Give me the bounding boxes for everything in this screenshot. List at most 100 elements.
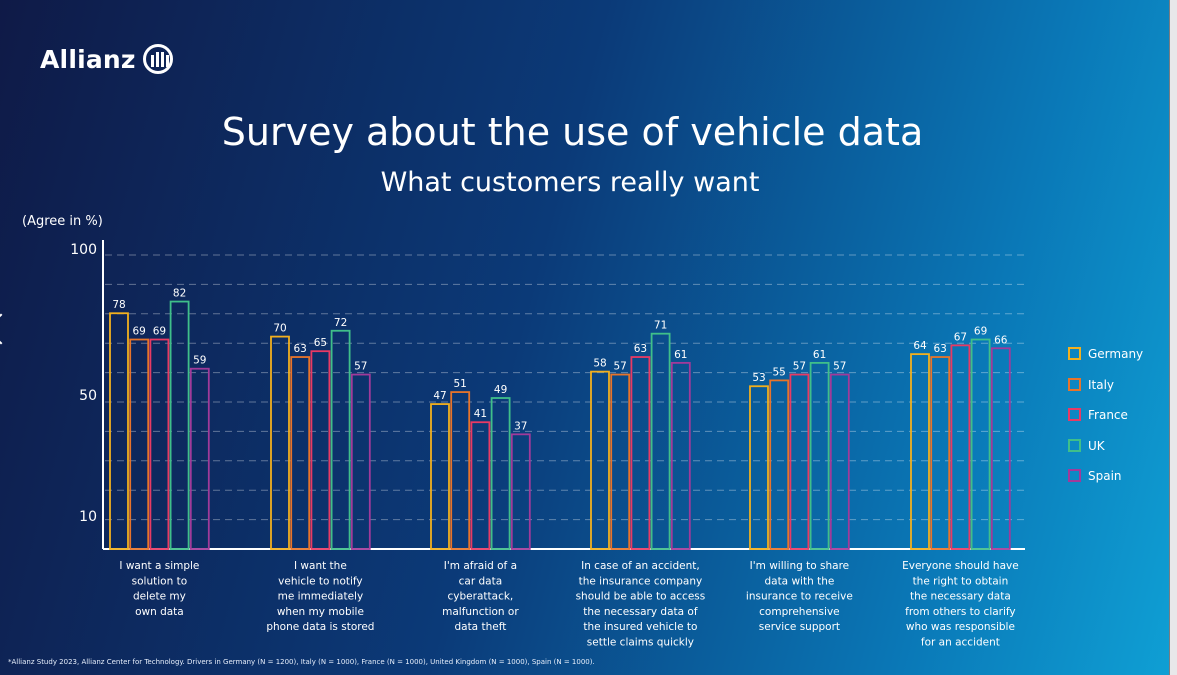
data-label: 41 xyxy=(474,408,487,420)
y-tick-label: 100 xyxy=(70,242,97,258)
data-label: 71 xyxy=(654,320,667,332)
data-label: 70 xyxy=(273,323,286,335)
legend-swatch xyxy=(1068,438,1081,452)
category-label-line: I want the xyxy=(294,560,347,572)
category-label-line: who was responsible xyxy=(906,621,1015,633)
y-tick-label: 10 xyxy=(79,509,97,525)
bar-france xyxy=(950,344,971,550)
category-label: I'm willing to share data with the insuran… xyxy=(746,560,853,633)
category-label-line: I want a simple xyxy=(119,560,199,572)
category-label-line: data theft xyxy=(454,621,506,633)
legend-label: UK xyxy=(1088,438,1105,453)
bar-italy xyxy=(769,379,790,550)
category-label-line: should be able to access xyxy=(576,591,706,603)
footnote: *Allianz Study 2023, Allianz Center for … xyxy=(8,658,595,666)
category-label-line: the right to obtain xyxy=(913,575,1009,587)
window-edge xyxy=(1169,0,1177,675)
category-label-line: I'm afraid of a xyxy=(444,560,517,572)
bar-france xyxy=(470,421,491,550)
category-label-line: the insurance company xyxy=(579,575,703,587)
bar-spain xyxy=(350,373,371,550)
category-label-line: delete my xyxy=(133,591,186,603)
bar-uk xyxy=(650,332,671,550)
bar-germany xyxy=(590,370,610,550)
category-label-line: I'm willing to share xyxy=(750,560,849,572)
data-label: 58 xyxy=(593,358,606,370)
data-label: 64 xyxy=(913,340,927,352)
bar-germany xyxy=(910,353,930,550)
bar-spain xyxy=(670,361,691,550)
bar-uk xyxy=(970,338,991,550)
category-label: I'm afraid of a car data cyberattack, malfu… xyxy=(442,560,519,633)
bar-france xyxy=(630,356,651,550)
category-label: Everyone should have the right to obtain t… xyxy=(902,560,1019,649)
y-tick-label: 50 xyxy=(79,388,97,404)
bar-italy xyxy=(610,373,631,550)
data-label: 57 xyxy=(833,361,846,373)
data-label: 57 xyxy=(354,361,367,373)
bar-germany xyxy=(749,385,769,550)
category-label-line: the necessary data xyxy=(910,591,1011,603)
category-label-line: the insured vehicle to xyxy=(583,621,697,633)
category-label-line: service support xyxy=(759,621,840,633)
data-label: 37 xyxy=(514,420,527,432)
bar-uk xyxy=(169,300,190,550)
data-label: 55 xyxy=(773,366,786,378)
category-label-line: In case of an accident, xyxy=(581,560,700,572)
page-title: Survey about the use of vehicle data xyxy=(221,110,924,154)
bar-germany xyxy=(109,312,129,550)
bar-uk xyxy=(809,361,830,550)
legend-item-uk: UK xyxy=(1068,438,1143,469)
category-label-line: data with the xyxy=(764,575,834,587)
category-label-line: settle claims quickly xyxy=(587,637,694,649)
data-label: 69 xyxy=(974,326,987,338)
category-label: In case of an accident, the insurance com… xyxy=(576,560,706,649)
category-label: I want a simple solution to delete my own d… xyxy=(119,560,199,618)
bar-spain xyxy=(510,433,531,550)
category-label-line: Everyone should have xyxy=(902,560,1019,572)
legend-label: Italy xyxy=(1088,377,1115,392)
data-label: 63 xyxy=(934,343,947,355)
category-label-line: insurance to receive xyxy=(746,591,853,603)
bar-uk xyxy=(490,397,511,550)
bar-germany xyxy=(270,335,290,550)
chart-legend: Germany Italy France UK Spain xyxy=(1068,346,1143,499)
category-label: I want the vehicle to notify me immediatel… xyxy=(266,560,374,633)
bar-italy xyxy=(290,356,311,550)
legend-swatch xyxy=(1068,347,1081,360)
category-label-line: car data xyxy=(459,575,503,587)
data-label: 51 xyxy=(454,378,467,390)
category-label-line: vehicle to notify xyxy=(278,575,362,587)
data-label: 69 xyxy=(133,326,146,338)
legend-item-spain: Spain xyxy=(1068,468,1143,499)
bar-france xyxy=(310,350,331,550)
data-label: 63 xyxy=(634,343,647,355)
category-label-line: own data xyxy=(135,606,184,618)
category-label-line: malfunction or xyxy=(442,606,519,618)
category-label-line: cyberattack, xyxy=(448,591,514,603)
legend-swatch xyxy=(1068,408,1081,421)
legend-item-france: France xyxy=(1068,407,1143,438)
data-label: 61 xyxy=(813,349,826,361)
brand-name: Allianz xyxy=(40,44,136,74)
bar-italy xyxy=(450,391,471,550)
category-label-line: phone data is stored xyxy=(266,621,374,633)
data-label: 72 xyxy=(334,317,347,329)
bar-spain xyxy=(829,373,850,550)
data-label: 63 xyxy=(294,343,307,355)
bar-spain xyxy=(990,347,1011,550)
category-label-line: when my mobile xyxy=(277,606,364,618)
category-label-line: solution to xyxy=(132,575,187,587)
category-label-line: the necessary data of xyxy=(583,606,698,618)
page-subtitle: What customers really want xyxy=(380,167,760,198)
allianz-eagle-mark-icon xyxy=(142,44,173,74)
bar-germany xyxy=(430,403,450,550)
legend-item-germany: Germany xyxy=(1068,346,1143,377)
data-label: 61 xyxy=(674,349,687,361)
legend-item-italy: Italy xyxy=(1068,377,1143,408)
data-label: 53 xyxy=(752,372,765,384)
category-label-line: for an accident xyxy=(921,637,1000,649)
allianz-logo: Allianz xyxy=(40,44,173,74)
